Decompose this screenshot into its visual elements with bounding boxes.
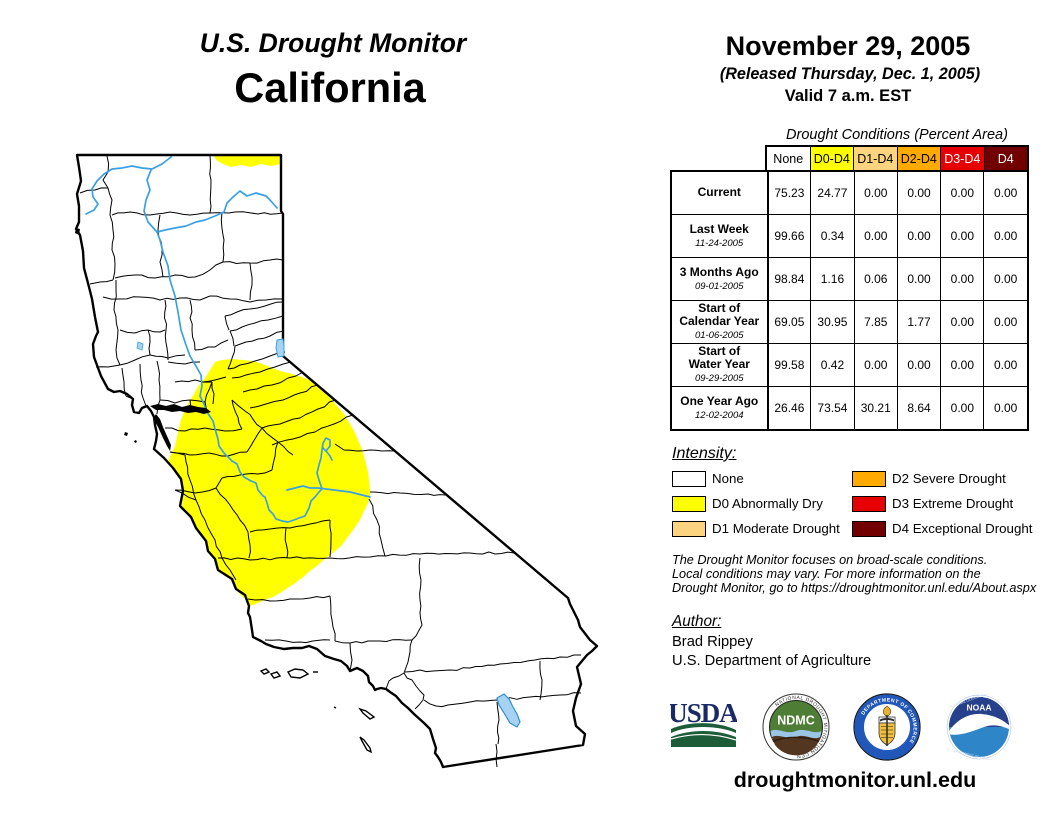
svg-text:NDMC: NDMC: [777, 714, 815, 728]
svg-text:NOAA: NOAA: [966, 703, 991, 713]
svg-text:USDA: USDA: [670, 698, 737, 728]
